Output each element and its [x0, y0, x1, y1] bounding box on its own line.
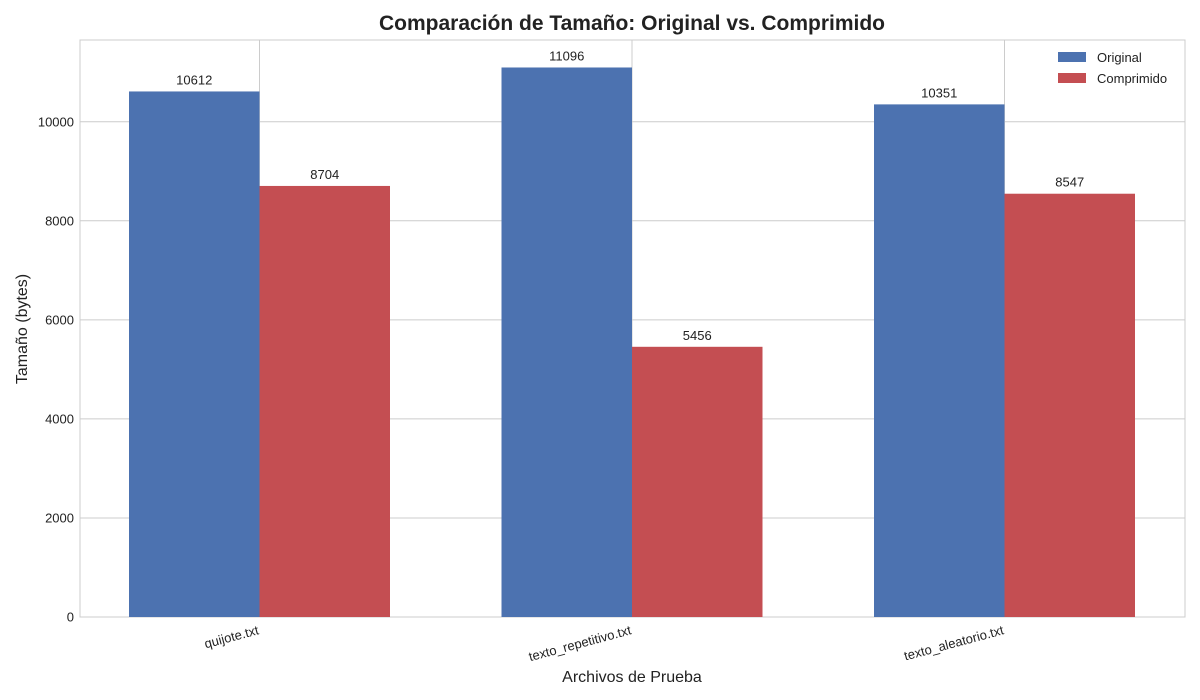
bar-original	[501, 67, 632, 618]
legend: Original Comprimido	[1058, 50, 1167, 86]
bar-value-label: 10351	[921, 85, 957, 100]
bar-value-label: 8547	[1055, 175, 1084, 190]
y-tick-label: 8000	[45, 213, 74, 228]
legend-label-comprimido: Comprimido	[1097, 71, 1167, 86]
y-tick-label: 0	[67, 610, 74, 625]
chart-title: Comparación de Tamaño: Original vs. Comp…	[379, 12, 885, 35]
bar-comprimido	[259, 185, 390, 618]
bar-value-label: 11096	[549, 48, 584, 63]
bar-original	[129, 91, 260, 617]
x-axis-label: Archivos de Prueba	[562, 669, 702, 686]
bar-value-label: 10612	[176, 72, 212, 87]
value-labels: 10612 8704 11096 5456 10351 8547	[176, 48, 1084, 342]
bar-comprimido	[632, 346, 763, 617]
legend-swatch-comprimido	[1058, 73, 1086, 83]
x-tick-label: texto_aleatorio.txt	[902, 622, 1005, 663]
y-tick-label: 4000	[45, 411, 74, 426]
bar-value-label: 8704	[310, 167, 339, 182]
legend-label-original: Original	[1097, 50, 1142, 65]
x-tick-label: texto_repetitivo.txt	[527, 622, 633, 664]
y-tick-label: 2000	[45, 510, 74, 525]
y-axis-label: Tamaño (bytes)	[14, 274, 31, 384]
bar-comprimido	[1004, 193, 1135, 618]
x-tick-label: quijote.txt	[203, 622, 261, 651]
y-axis-ticks: 0 2000 4000 6000 8000 10000	[38, 114, 74, 624]
y-tick-label: 6000	[45, 312, 74, 327]
legend-swatch-original	[1058, 52, 1086, 62]
bars	[129, 67, 1135, 618]
bar-original	[874, 104, 1005, 617]
bar-value-label: 5456	[683, 328, 712, 343]
y-tick-label: 10000	[38, 114, 74, 129]
x-axis-ticks: quijote.txt texto_repetitivo.txt texto_ale…	[203, 622, 1006, 664]
